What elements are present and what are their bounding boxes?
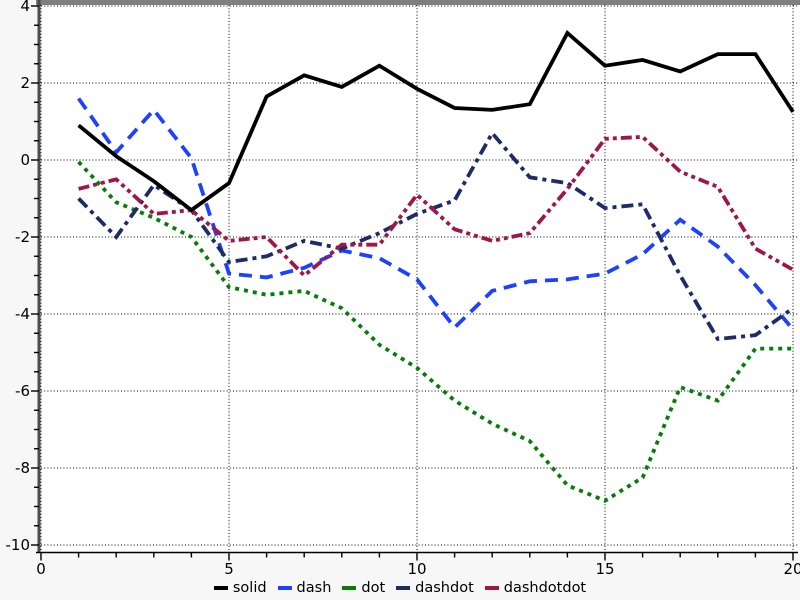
- legend-swatch-dashdotdot: [484, 586, 499, 590]
- legend-label: dot: [361, 579, 386, 596]
- legend-item-dash: dash: [277, 579, 332, 596]
- plot-frame-top: [36, 0, 800, 5]
- legend-swatch-dot: [342, 586, 357, 590]
- legend-label: dash: [296, 579, 332, 596]
- y-tick-label: 2: [20, 74, 30, 92]
- legend-swatch-dashdot: [396, 586, 411, 590]
- series-line-dash: [77, 97, 795, 331]
- x-tick-label: 0: [36, 560, 46, 578]
- legend-swatch-dash: [277, 586, 292, 590]
- y-tick-label: -4: [15, 305, 30, 323]
- legend-label: dashdotdot: [503, 579, 587, 596]
- legend-item-dashdotdot: dashdotdot: [484, 579, 587, 596]
- series-line-dot: [77, 160, 793, 503]
- x-tick-label: 10: [407, 560, 426, 578]
- legend-item-dashdot: dashdot: [396, 581, 474, 596]
- y-tick-label: 0: [20, 151, 30, 169]
- series-line-dashdot: [77, 129, 795, 342]
- legend-label: dashdot: [415, 579, 474, 596]
- y-tick-label: -10: [6, 536, 31, 554]
- x-tick-label: 15: [595, 560, 614, 578]
- y-tick-label: -2: [15, 228, 30, 246]
- y-tick-label: -8: [15, 459, 30, 477]
- chart-legend: solid dash dot dashdot dashdotdot: [0, 578, 800, 598]
- y-tick-label: -6: [15, 382, 30, 400]
- legend-item-solid: solid: [213, 579, 267, 596]
- series-line-dashdotdot: [78, 134, 794, 279]
- axis-ticks: [31, 5, 794, 561]
- y-tick-label: 4: [20, 0, 30, 15]
- legend-label: solid: [232, 579, 267, 596]
- series-line-solid: [77, 29, 795, 213]
- gridlines: [40, 5, 798, 553]
- legend-swatch-solid: [213, 586, 228, 590]
- x-tick-label: 20: [783, 560, 800, 578]
- legend-item-dot: dot: [342, 581, 385, 596]
- x-tick-label: 5: [224, 560, 234, 578]
